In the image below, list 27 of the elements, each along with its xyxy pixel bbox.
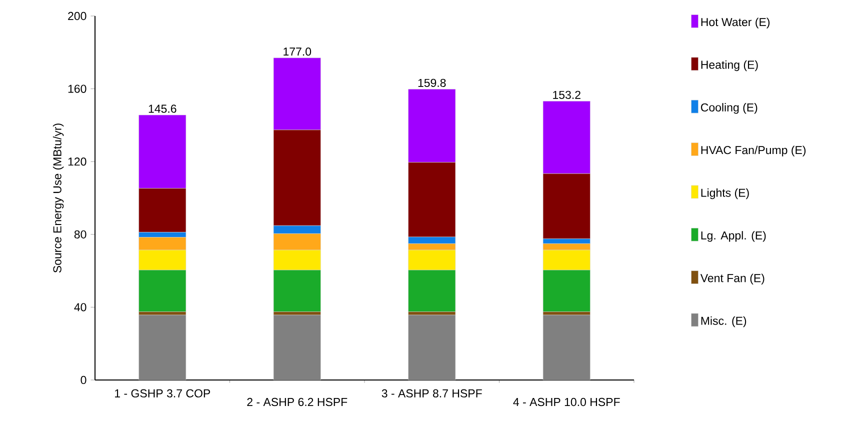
x-tick-label: 1 - GSHP 3.7 COP	[115, 389, 210, 398]
y-tick-label: 120	[68, 158, 86, 166]
total-label: 177.0	[284, 48, 312, 56]
y-tick-label: 80	[74, 230, 86, 238]
bar	[408, 314, 456, 380]
legend-label: Hot Water (E)	[701, 18, 770, 28]
total-label: 159.8	[418, 78, 446, 87]
y-tick-label: 40	[74, 303, 86, 312]
bar	[542, 314, 590, 380]
legend-label: Lg. Appl. (E)	[701, 231, 766, 242]
legend-label: Lights (E)	[701, 188, 749, 200]
x-tick-label: 2 - ASHP 6.2 HSPF	[247, 398, 348, 406]
y-axis-title: Source Energy Use (MBtu/yr)	[52, 124, 64, 273]
y-tick-label: 160	[68, 84, 86, 93]
x-tick-label: 4 - ASHP 10.0 HSPF	[513, 398, 620, 406]
legend-label: Misc. (E)	[701, 316, 746, 328]
bar	[273, 314, 321, 380]
legend-label: Heating (E)	[701, 60, 758, 72]
legend-label: Vent Fan (E)	[700, 274, 764, 284]
y-tick-label: 200	[68, 12, 86, 20]
legend-label: Cooling (E)	[700, 103, 758, 114]
x-tick-label: 3 - ASHP 8.7 HSPF	[382, 389, 482, 398]
total-label: 145.6	[148, 104, 176, 113]
total-label: 153.2	[553, 90, 580, 99]
y-tick-label: 0	[80, 376, 86, 384]
legend-label: HVAC Fan/Pump (E)	[701, 146, 806, 156]
bar	[138, 314, 186, 380]
